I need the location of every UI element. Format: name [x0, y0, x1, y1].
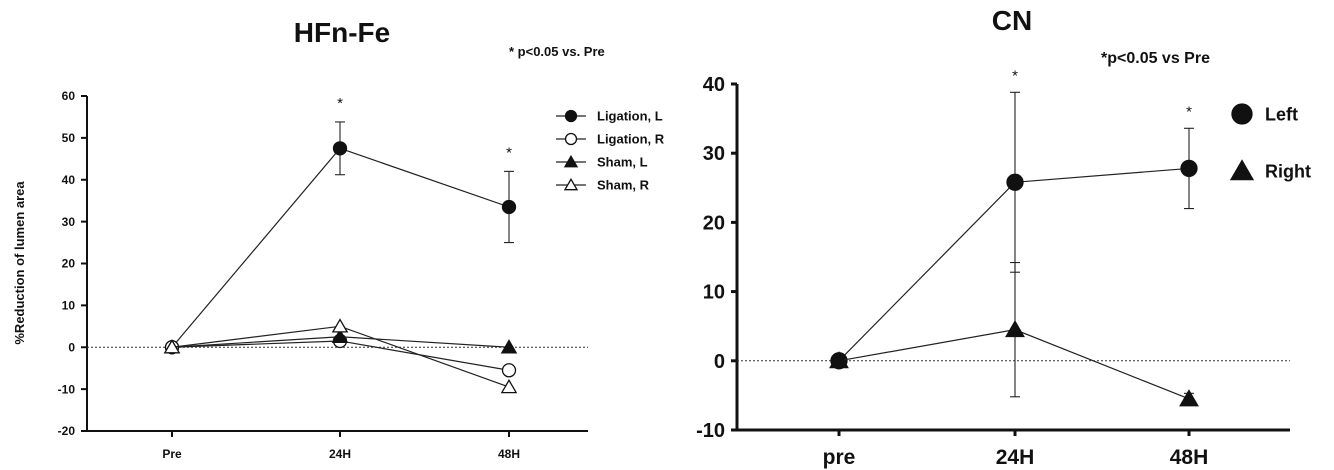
- data-point: [163, 339, 181, 354]
- series-ligation-l: [164, 121, 517, 355]
- significance-star: *: [506, 144, 512, 161]
- y-tick-label: 10: [703, 282, 725, 304]
- x-tick-label: Pre: [162, 447, 182, 461]
- chart-title: HFn-Fe: [294, 17, 390, 48]
- chart-title: CN: [992, 5, 1032, 36]
- y-tick-label: 50: [62, 131, 76, 145]
- legend-marker: [564, 132, 578, 146]
- y-tick-label: 0: [714, 351, 725, 373]
- series-sham-r: [163, 318, 518, 394]
- y-tick-label: 40: [703, 74, 725, 96]
- data-point: [829, 351, 849, 369]
- x-tick-label: 48H: [498, 447, 520, 461]
- significance-note: *p<0.05 vs Pre: [1101, 50, 1210, 67]
- y-tick-label: 40: [62, 173, 76, 187]
- y-tick-label: 0: [68, 340, 75, 354]
- data-point: [500, 339, 518, 354]
- x-tick-label: pre: [823, 446, 856, 469]
- significance-star: *: [1012, 67, 1018, 84]
- x-tick-label: 48H: [1170, 446, 1209, 469]
- legend-marker: [563, 177, 579, 191]
- y-tick-label: 30: [703, 143, 725, 165]
- x-tick-label: 24H: [996, 446, 1035, 469]
- chart-panel-1: HFn-Fe * p<0.05 vs. Pre -20 -10 0 10 20 30 40 50 6…: [12, 17, 665, 461]
- legend-marker: [1229, 159, 1255, 181]
- legend: Ligation, L Ligation, R Sham, L Sham, R: [556, 109, 665, 193]
- series-right: [829, 261, 1199, 407]
- legend-label: Sham, R: [597, 178, 650, 193]
- data-point: [1179, 389, 1199, 407]
- series-left: [830, 91, 1198, 370]
- legend: Left Right: [1229, 103, 1311, 181]
- chart-panel-2: CN *p<0.05 vs Pre -10 0 10 20 30 40 pre 24H 48H * * L…: [696, 5, 1311, 469]
- significance-note: * p<0.05 vs. Pre: [509, 44, 605, 59]
- data-point: [1006, 173, 1024, 191]
- legend-label: Left: [1265, 104, 1298, 124]
- legend-label: Right: [1265, 161, 1311, 181]
- legend-marker: [563, 154, 579, 168]
- y-tick-label: 10: [62, 299, 76, 313]
- y-tick-label: 30: [62, 215, 76, 229]
- legend-label: Ligation, L: [597, 109, 663, 124]
- data-point: [501, 199, 517, 215]
- significance-star: *: [1186, 103, 1192, 120]
- y-axis-label: %Reduction of lumen area: [12, 181, 27, 345]
- y-tick-label: 20: [703, 212, 725, 234]
- y-tick-label: 60: [62, 89, 76, 103]
- data-point: [331, 318, 349, 333]
- data-point: [1180, 159, 1198, 178]
- data-point: [332, 141, 348, 156]
- series-line: [171, 147, 510, 348]
- data-point: [331, 328, 349, 343]
- data-point: [501, 363, 517, 378]
- significance-star: *: [337, 95, 343, 112]
- legend-label: Ligation, R: [597, 132, 665, 147]
- data-point: [1005, 320, 1025, 338]
- y-tick-label: -10: [696, 420, 725, 442]
- y-tick-label: -20: [58, 424, 76, 438]
- y-tick-label: -10: [58, 382, 76, 396]
- legend-label: Sham, L: [597, 155, 648, 170]
- y-tick-label: 20: [62, 257, 76, 271]
- legend-marker: [564, 109, 578, 123]
- series-line: [838, 329, 1190, 400]
- legend-marker: [1231, 103, 1253, 125]
- x-tick-label: 24H: [329, 447, 351, 461]
- data-point: [500, 378, 518, 394]
